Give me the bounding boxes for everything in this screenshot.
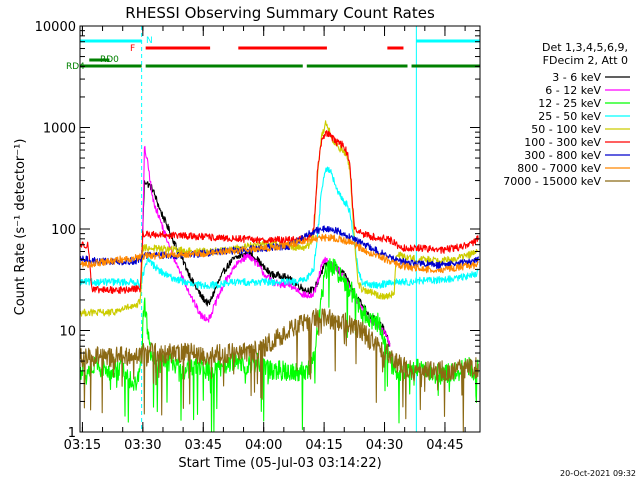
legend-label: 12 - 25 keV [538, 97, 601, 110]
y-tick-label: 1 [68, 426, 76, 441]
y-tick-label: 10000 [35, 20, 76, 35]
y-tick-label: 10 [59, 325, 76, 340]
x-tick-label: 04:45 [426, 438, 463, 453]
chart-title: RHESSI Observing Summary Count Rates [125, 4, 435, 22]
x-tick-label: 03:15 [64, 438, 101, 453]
legend-label: 100 - 300 keV [524, 136, 601, 149]
y-axis-label: Count Rate (s⁻¹ detector⁻¹) [13, 139, 28, 316]
x-tick-label: 03:30 [124, 438, 161, 453]
legend-label: 800 - 7000 keV [517, 162, 601, 175]
series-line-7 [79, 233, 479, 274]
x-tick-label: 04:00 [245, 438, 282, 453]
generated-timestamp: 20-Oct-2021 09:32 [560, 469, 636, 478]
legend-label: 3 - 6 keV [552, 71, 601, 84]
legend-header-line-1: Det 1,3,4,5,6,9, [542, 41, 628, 54]
y-tick-label: 1000 [43, 122, 76, 137]
legend-label: 7000 - 15000 keV [503, 175, 601, 188]
legend-label: 50 - 100 keV [531, 123, 601, 136]
flag-flare-label: F [130, 44, 135, 54]
x-tick-label: 04:30 [366, 438, 403, 453]
legend-label: 25 - 50 keV [538, 110, 601, 123]
x-tick-label: 04:15 [305, 438, 342, 453]
flag-rd0-label: RD0 [100, 55, 119, 65]
series-line-5 [79, 130, 479, 295]
series-line-8 [79, 308, 479, 433]
legend-label: 6 - 12 keV [545, 84, 601, 97]
x-tick-label: 03:45 [185, 438, 222, 453]
series-line-3 [79, 166, 479, 290]
x-axis-label: Start Time (05-Jul-03 03:14:22) [178, 456, 381, 471]
legend-header-line-2: FDecim 2, Att 0 [543, 54, 628, 67]
flag-rd4-label: RD4 [66, 62, 85, 72]
legend-label: 300 - 800 keV [524, 149, 601, 162]
flag-night-label: N [146, 36, 153, 46]
y-tick-label: 100 [51, 223, 76, 238]
